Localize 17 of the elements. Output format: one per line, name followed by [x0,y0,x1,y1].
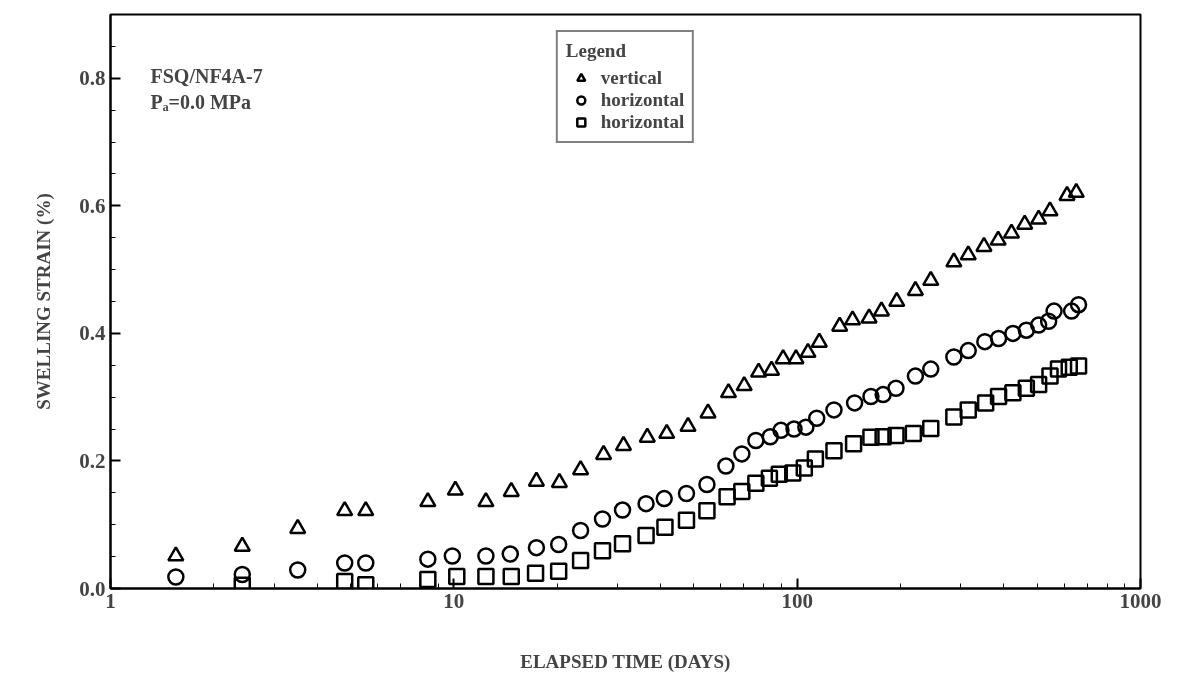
annotation: FSQ/NF4A-7 [150,64,263,87]
y-tick-label: 0.4 [79,321,106,346]
x-tick-label: 100 [781,588,813,613]
legend-label: vertical [600,67,662,89]
x-tick-label: 1 [105,588,116,613]
y-tick-label: 0.2 [79,448,106,473]
y-axis-title: SWELLING STRAIN (%) [33,193,56,410]
legend-label: horizontal [600,89,685,111]
y-tick-label: 0.8 [79,66,106,91]
x-tick-label: 10 [443,588,465,613]
x-tick-label: 1000 [1119,588,1162,613]
y-tick-label: 0.0 [79,576,106,601]
legend-label: horizontal [600,111,685,133]
annotation: Pₐ=0.0 MPa [150,90,252,113]
legend-title: Legend [565,40,627,62]
x-axis-title: ELAPSED TIME (DAYS) [520,650,731,673]
y-tick-label: 0.6 [79,193,106,218]
